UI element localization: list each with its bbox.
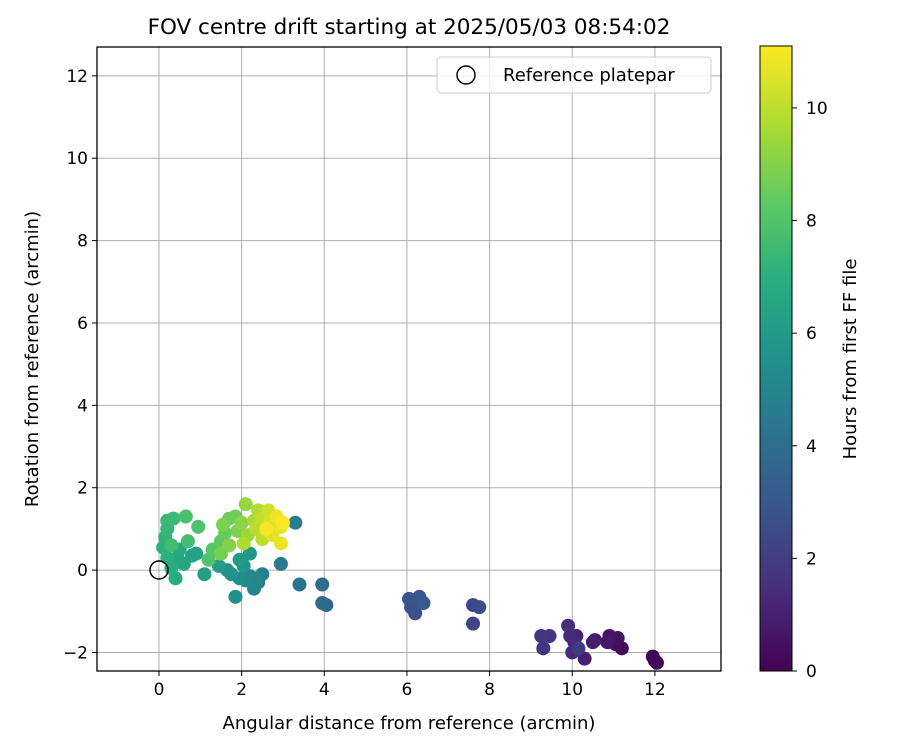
legend: Reference platepar xyxy=(436,56,712,94)
data-point xyxy=(416,596,431,611)
y-tick-label: 8 xyxy=(77,232,88,252)
data-point xyxy=(577,651,592,666)
x-tick-label: 10 xyxy=(561,680,583,700)
data-point xyxy=(571,641,586,656)
reference-platepar-marker xyxy=(149,560,169,580)
data-point xyxy=(288,515,303,530)
data-point xyxy=(275,515,290,530)
colorbar: 0 2 4 6 8 10 Hours from first FF file xyxy=(759,45,861,682)
colorbar-tick-label: 8 xyxy=(806,212,817,232)
y-tick-label: 0 xyxy=(77,561,88,581)
data-point xyxy=(466,616,481,631)
data-point xyxy=(315,577,330,592)
x-tick-label: 12 xyxy=(644,680,666,700)
data-point xyxy=(238,497,253,512)
data-point xyxy=(216,517,231,532)
data-point xyxy=(600,635,615,650)
plot-frame xyxy=(96,46,722,672)
colorbar-gradient xyxy=(759,45,793,672)
y-tick-label: 2 xyxy=(77,479,88,499)
x-axis-ticks: 0 2 4 6 8 10 12 xyxy=(154,671,666,700)
x-tick-label: 4 xyxy=(319,680,330,700)
data-point xyxy=(259,521,274,536)
data-point xyxy=(191,519,206,534)
data-point xyxy=(315,596,330,611)
data-point xyxy=(222,538,237,553)
x-tick-label: 8 xyxy=(484,680,495,700)
x-tick-label: 2 xyxy=(236,680,247,700)
colorbar-ticks: 0 2 4 6 8 10 xyxy=(792,99,828,682)
colorbar-tick-label: 0 xyxy=(806,662,817,682)
y-tick-label: 4 xyxy=(77,396,88,416)
x-tick-label: 6 xyxy=(402,680,413,700)
data-point xyxy=(180,534,195,549)
colorbar-tick-label: 4 xyxy=(806,437,817,457)
y-tick-label: 12 xyxy=(66,67,88,87)
data-point xyxy=(534,628,549,643)
data-point xyxy=(228,589,243,604)
data-point xyxy=(178,509,193,524)
colorbar-label: Hours from first FF file xyxy=(840,259,861,460)
data-point xyxy=(536,641,551,656)
data-point xyxy=(273,556,288,571)
data-point xyxy=(236,536,251,551)
data-point xyxy=(472,600,487,615)
data-point xyxy=(197,567,212,582)
y-axis-label: Rotation from reference (arcmin) xyxy=(22,211,43,507)
legend-box xyxy=(436,56,712,94)
y-tick-label: 10 xyxy=(66,149,88,169)
data-point xyxy=(645,649,660,664)
colorbar-tick-label: 2 xyxy=(806,549,817,569)
data-point xyxy=(211,558,226,573)
data-point xyxy=(234,515,249,530)
chart-title: FOV centre drift starting at 2025/05/03 … xyxy=(148,15,671,40)
data-point xyxy=(242,546,257,561)
legend-label: Reference platepar xyxy=(503,65,675,86)
data-point xyxy=(232,552,247,567)
data-point xyxy=(585,635,600,650)
y-tick-label: −2 xyxy=(63,643,88,663)
data-points xyxy=(156,497,664,670)
data-point xyxy=(292,577,307,592)
data-point xyxy=(166,511,181,526)
x-axis-label: Angular distance from reference (arcmin) xyxy=(223,713,596,734)
colorbar-tick-label: 10 xyxy=(806,99,828,119)
data-point xyxy=(273,536,288,551)
y-tick-label: 6 xyxy=(77,314,88,334)
colorbar-tick-label: 6 xyxy=(806,324,817,344)
data-point xyxy=(164,538,179,553)
data-point xyxy=(561,618,576,633)
y-axis-ticks: −2 0 2 4 6 8 10 12 xyxy=(63,67,97,663)
legend-marker xyxy=(456,65,476,85)
x-tick-label: 0 xyxy=(154,680,165,700)
